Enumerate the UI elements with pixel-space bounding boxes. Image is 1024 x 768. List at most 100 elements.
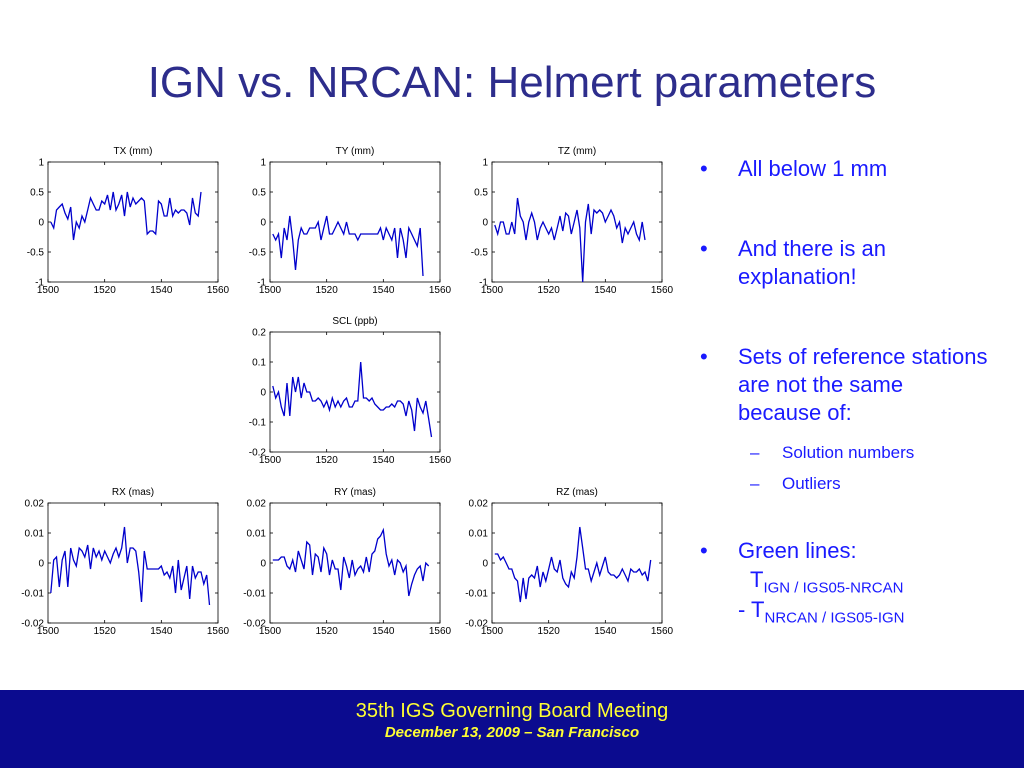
y-tick-label: 0.02: [25, 499, 45, 510]
x-tick-label: 1540: [150, 626, 173, 637]
chart-title: TX (mm): [114, 146, 153, 157]
y-tick-label: 1: [38, 158, 44, 169]
x-tick-label: 1500: [259, 285, 282, 296]
y-tick-label: 0.5: [252, 188, 266, 199]
chart-frame: [491, 502, 663, 624]
chart-rz: RZ (mas) 0.02 0.01 0 -0.01 -0.02 1500 1520 1540 1…: [454, 481, 694, 641]
y-tick-label: -0.5: [27, 248, 45, 259]
series-line: [494, 197, 646, 283]
y-tick-label: 0.01: [25, 529, 45, 540]
y-tick-label: 0.5: [474, 188, 488, 199]
x-tick-label: 1500: [37, 285, 60, 296]
x-tick-label: 1500: [481, 626, 504, 637]
x-tick-label: 1560: [429, 455, 452, 466]
bullet-text: Green lines:: [738, 538, 857, 563]
sub-bullet-dash: –: [750, 443, 760, 462]
x-tick-label: 1540: [150, 285, 173, 296]
x-tick-label: 1540: [372, 285, 395, 296]
green-line-formula-1: TIGN / IGS05-NRCAN: [750, 566, 903, 602]
formula-t: - T: [738, 597, 765, 622]
y-tick-label: -0.2: [249, 448, 267, 459]
chart-frame: [47, 161, 219, 283]
y-tick-label: 0: [38, 559, 44, 570]
chart-title: RX (mas): [112, 487, 154, 498]
footer-banner: 35th IGS Governing Board Meeting Decembe…: [0, 690, 1024, 768]
x-tick-label: 1500: [481, 285, 504, 296]
formula-t: T: [750, 567, 764, 592]
x-tick-label: 1500: [37, 626, 60, 637]
y-tick-label: 0: [38, 218, 44, 229]
y-tick-label: 0.1: [252, 358, 266, 369]
x-tick-label: 1560: [651, 285, 674, 296]
series-line: [272, 527, 430, 597]
y-tick-label: 0: [482, 559, 488, 570]
y-tick-label: -1: [257, 278, 266, 289]
bullet-text: Sets of reference stations are not the s…: [738, 344, 988, 425]
bullet-text: All below 1 mm: [738, 156, 888, 181]
y-tick-label: 0.02: [247, 499, 267, 510]
chart-tz: TZ (mm) 1 0.5 0 -0.5 -1 1500 1520 1540 1560: [454, 140, 694, 300]
y-tick-label: -0.02: [465, 619, 488, 630]
sub-bullet-text: Outliers: [782, 474, 841, 493]
x-tick-label: 1560: [429, 626, 452, 637]
y-tick-label: 0.01: [469, 529, 489, 540]
formula-subscript: NRCAN / IGS05-IGN: [764, 609, 905, 627]
y-tick-label: 0.01: [247, 529, 267, 540]
chart-title: RZ (mas): [556, 487, 598, 498]
x-tick-label: 1520: [316, 285, 339, 296]
x-tick-label: 1540: [594, 285, 617, 296]
chart-ry: RY (mas) 0.02 0.01 0 -0.01 -0.02 1500 1520 1540 1…: [232, 481, 472, 641]
x-tick-label: 1560: [207, 626, 230, 637]
bullet-dot: •: [700, 538, 708, 563]
chart-frame: [491, 161, 663, 283]
y-tick-label: 1: [260, 158, 266, 169]
y-tick-label: 0: [260, 218, 266, 229]
y-tick-label: 0.2: [252, 328, 266, 339]
x-tick-label: 1520: [94, 626, 117, 637]
x-tick-label: 1560: [651, 626, 674, 637]
y-tick-label: -0.1: [249, 418, 267, 429]
chart-frame: [269, 502, 441, 624]
bullet-dot: •: [700, 156, 708, 181]
chart-title: SCL (ppb): [332, 316, 377, 327]
chart-scl: SCL (ppb) 0.2 0.1 0 -0.1 -0.2 1500 1520 1540 1560: [232, 310, 472, 470]
x-tick-label: 1520: [538, 626, 561, 637]
x-tick-label: 1500: [259, 455, 282, 466]
x-tick-label: 1500: [259, 626, 282, 637]
y-tick-label: 0.5: [30, 188, 44, 199]
x-tick-label: 1540: [372, 455, 395, 466]
y-tick-label: -1: [479, 278, 488, 289]
chart-tx: TX (mm) 1 0.5 0 -0.5 -1 1500 1520 1540 1560: [10, 140, 250, 300]
chart-title: RY (mas): [334, 487, 376, 498]
sub-bullet-text: Solution numbers: [782, 443, 915, 462]
y-tick-label: -0.02: [21, 619, 44, 630]
y-tick-label: -0.5: [471, 248, 489, 259]
y-tick-label: 0: [260, 559, 266, 570]
footer-meeting-name: 35th IGS Governing Board Meeting: [355, 700, 669, 722]
series-line: [50, 191, 202, 241]
x-tick-label: 1520: [316, 455, 339, 466]
y-tick-label: 0: [260, 388, 266, 399]
bullet-dot: •: [700, 236, 708, 261]
x-tick-label: 1520: [94, 285, 117, 296]
chart-title: TY (mm): [336, 146, 375, 157]
chart-ty: TY (mm) 1 0.5 0 -0.5 -1 1500 1520 1540 1560: [232, 140, 472, 300]
chart-rx: RX (mas) 0.02 0.01 0 -0.01 -0.02 1500 1520 1540 1…: [10, 481, 250, 641]
slide-title: IGN vs. NRCAN: Helmert parameters: [147, 58, 877, 107]
x-tick-label: 1540: [594, 626, 617, 637]
formula-subscript: IGN / IGS05-NRCAN: [763, 579, 904, 597]
bullet-dot: •: [700, 344, 708, 369]
y-tick-label: 1: [482, 158, 488, 169]
y-tick-label: 0: [482, 218, 488, 229]
x-tick-label: 1540: [372, 626, 395, 637]
chart-frame: [47, 502, 219, 624]
y-tick-label: -0.01: [465, 589, 488, 600]
series-line: [50, 526, 211, 606]
